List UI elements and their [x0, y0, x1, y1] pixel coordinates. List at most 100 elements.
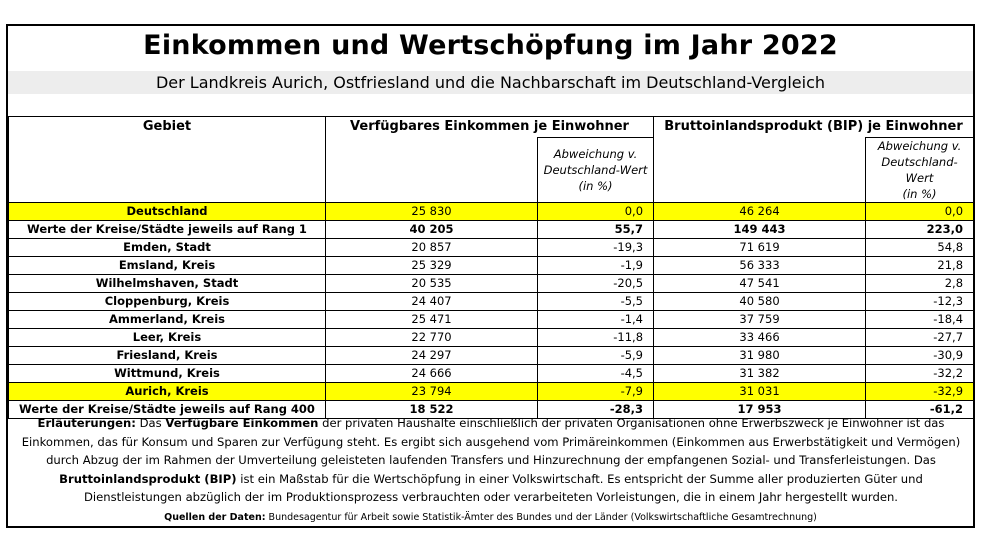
table-body: Deutschland 25 830 0,0 46 264 0,0 Werte der K…: [8, 202, 975, 419]
cell-bip: 31 382: [653, 364, 867, 383]
infographic-frame: Einkommen und Wertschöpfung im Jahr 2022…: [6, 24, 975, 528]
cell-einkommen: 25 830: [325, 202, 538, 221]
cell-bip: 17 953: [653, 400, 867, 419]
subheader-empty: [653, 137, 867, 203]
abweichung-line1: Abweichung v.: [877, 139, 962, 153]
page-title: Einkommen und Wertschöpfung im Jahr 2022: [143, 30, 838, 61]
cell-bip-abweichung: -32,9: [865, 382, 975, 401]
cell-bip-abweichung: 54,8: [865, 238, 975, 257]
sources-label: Quellen der Daten:: [164, 512, 266, 523]
cell-einkommen: 23 794: [325, 382, 538, 401]
cell-bip-abweichung: 223,0: [865, 220, 975, 239]
abweichung-line3: (in %): [902, 187, 937, 201]
notes-text: ist ein Maßstab für die Wertschöpfung in…: [83, 471, 923, 505]
sources-text: Bundesagentur für Arbeit sowie Statistik…: [268, 512, 817, 523]
cell-gebiet: Cloppenburg, Kreis: [8, 292, 326, 311]
cell-bip-abweichung: 0,0: [865, 202, 975, 221]
table-row: Werte der Kreise/Städte jeweils auf Rang…: [8, 400, 975, 419]
header-einkommen: Verfügbares Einkommen je Einwohner: [324, 116, 655, 138]
cell-einkommen-abweichung: -5,9: [536, 346, 655, 365]
cell-gebiet: Werte der Kreise/Städte jeweils auf Rang…: [8, 220, 326, 239]
cell-bip: 46 264: [653, 202, 867, 221]
table-row: Emden, Stadt 20 857 -19,3 71 619 54,8: [8, 238, 975, 257]
cell-einkommen-abweichung: -1,4: [536, 310, 655, 329]
cell-bip-abweichung: -18,4: [865, 310, 975, 329]
cell-einkommen: 24 297: [325, 346, 538, 365]
subheader-abweichung-bip: Abweichung v. Deutschland-Wert (in %): [865, 137, 975, 203]
page-subtitle: Der Landkreis Aurich, Ostfriesland und d…: [8, 71, 973, 94]
cell-einkommen: 20 535: [325, 274, 538, 293]
header-gebiet: Gebiet: [8, 116, 326, 138]
cell-bip-abweichung: -27,7: [865, 328, 975, 347]
cell-bip: 33 466: [653, 328, 867, 347]
subheader-abweichung-einkommen: Abweichung v. Deutschland-Wert (in %): [536, 137, 655, 203]
cell-einkommen-abweichung: -20,5: [536, 274, 655, 293]
table-row: Leer, Kreis 22 770 -11,8 33 466 -27,7: [8, 328, 975, 347]
cell-gebiet: Emsland, Kreis: [8, 256, 326, 275]
table-row: Wilhelmshaven, Stadt 20 535 -20,5 47 541 2,8: [8, 274, 975, 293]
cell-einkommen-abweichung: -5,5: [536, 292, 655, 311]
table-row: Deutschland 25 830 0,0 46 264 0,0: [8, 202, 975, 221]
notes-label: Erläuterungen:: [37, 416, 136, 430]
table-row: Friesland, Kreis 24 297 -5,9 31 980 -30,9: [8, 346, 975, 365]
subheader-empty: [325, 137, 538, 203]
cell-bip-abweichung: -12,3: [865, 292, 975, 311]
table-row: Aurich, Kreis 23 794 -7,9 31 031 -32,9: [8, 382, 975, 401]
cell-gebiet: Aurich, Kreis: [8, 382, 326, 401]
cell-gebiet: Emden, Stadt: [8, 238, 326, 257]
cell-einkommen: 25 329: [325, 256, 538, 275]
notes-term-bip: Bruttoinlandsprodukt (BIP): [59, 471, 237, 486]
cell-einkommen: 20 857: [325, 238, 538, 257]
cell-einkommen-abweichung: -7,9: [536, 382, 655, 401]
cell-einkommen: 22 770: [325, 328, 538, 347]
table-row: Emsland, Kreis 25 329 -1,9 56 333 21,8: [8, 256, 975, 275]
cell-gebiet: Friesland, Kreis: [8, 346, 326, 365]
cell-bip: 37 759: [653, 310, 867, 329]
cell-bip: 56 333: [653, 256, 867, 275]
header-bip: Bruttoinlandsprodukt (BIP) je Einwohner: [653, 116, 975, 138]
cell-bip-abweichung: 2,8: [865, 274, 975, 293]
cell-bip: 31 980: [653, 346, 867, 365]
notes-term-einkommen: Verfügbare Einkommen: [165, 416, 319, 430]
cell-gebiet: Werte der Kreise/Städte jeweils auf Rang…: [8, 400, 326, 419]
cell-gebiet: Ammerland, Kreis: [8, 310, 326, 329]
data-table: Gebiet Verfügbares Einkommen je Einwohne…: [8, 116, 975, 419]
cell-bip: 40 580: [653, 292, 867, 311]
table-row: Cloppenburg, Kreis 24 407 -5,5 40 580 -12,3: [8, 292, 975, 311]
sources: Quellen der Daten: Bundesagentur für Arb…: [8, 512, 973, 523]
cell-gebiet: Wilhelmshaven, Stadt: [8, 274, 326, 293]
explanations: Erläuterungen: Das Verfügbare Einkommen …: [16, 414, 966, 507]
cell-einkommen: 24 666: [325, 364, 538, 383]
abweichung-line1: Abweichung v.: [553, 147, 638, 161]
cell-bip: 71 619: [653, 238, 867, 257]
cell-bip-abweichung: -61,2: [865, 400, 975, 419]
cell-bip: 31 031: [653, 382, 867, 401]
table-row: Wittmund, Kreis 24 666 -4,5 31 382 -32,2: [8, 364, 975, 383]
cell-gebiet: Deutschland: [8, 202, 326, 221]
cell-einkommen-abweichung: 55,7: [536, 220, 655, 239]
cell-bip: 47 541: [653, 274, 867, 293]
cell-einkommen: 40 205: [325, 220, 538, 239]
cell-gebiet: Leer, Kreis: [8, 328, 326, 347]
cell-bip: 149 443: [653, 220, 867, 239]
table-header-row: Gebiet Verfügbares Einkommen je Einwohne…: [8, 116, 975, 138]
cell-bip-abweichung: -32,2: [865, 364, 975, 383]
table-subheader-row: Abweichung v. Deutschland-Wert (in %) Ab…: [8, 137, 975, 203]
cell-einkommen: 24 407: [325, 292, 538, 311]
cell-einkommen-abweichung: 0,0: [536, 202, 655, 221]
cell-einkommen-abweichung: -4,5: [536, 364, 655, 383]
notes-text: Das: [139, 416, 162, 430]
table-row: Ammerland, Kreis 25 471 -1,4 37 759 -18,4: [8, 310, 975, 329]
cell-einkommen: 25 471: [325, 310, 538, 329]
abweichung-line2: Deutschland-Wert: [881, 155, 958, 185]
cell-bip-abweichung: -30,9: [865, 346, 975, 365]
cell-bip-abweichung: 21,8: [865, 256, 975, 275]
cell-einkommen-abweichung: -1,9: [536, 256, 655, 275]
subheader-empty: [8, 137, 326, 203]
cell-einkommen-abweichung: -19,3: [536, 238, 655, 257]
abweichung-line3: (in %): [578, 179, 613, 193]
table-row: Werte der Kreise/Städte jeweils auf Rang…: [8, 220, 975, 239]
notes-text: der privaten Haushalte einschließlich de…: [21, 416, 961, 467]
cell-einkommen-abweichung: -28,3: [536, 400, 655, 419]
cell-einkommen-abweichung: -11,8: [536, 328, 655, 347]
